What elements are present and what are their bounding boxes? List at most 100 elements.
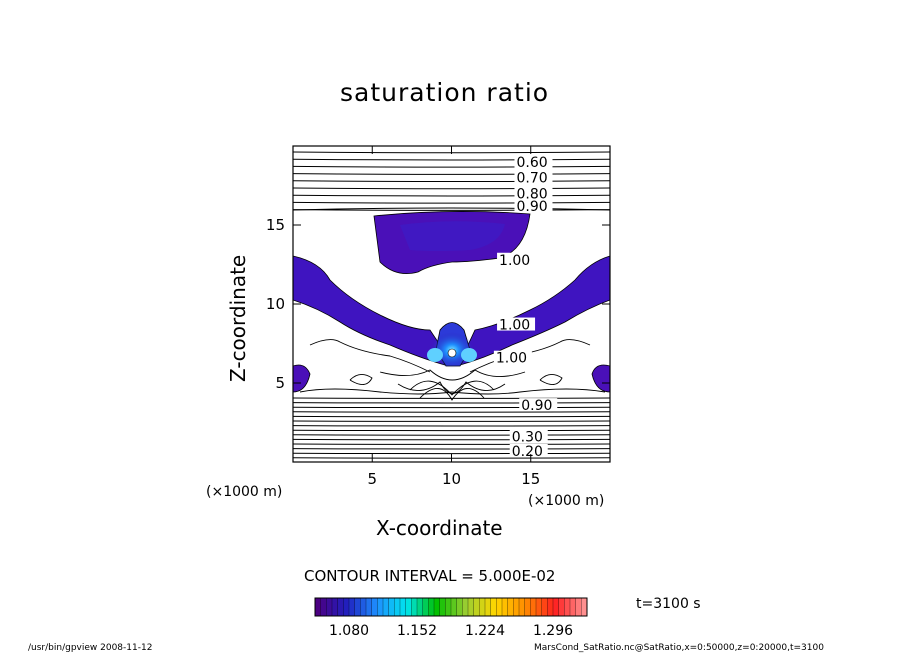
x-unit-label: (×1000 m) [528,493,605,509]
right-corner-region [591,364,610,393]
right-maximum [461,348,477,362]
colorbar-cell [348,597,356,617]
colorbar-cell [337,597,344,617]
colorbar-cell [456,597,463,617]
colorbar-cell [501,597,509,617]
colorbar-cell [405,597,412,617]
one-contours [299,339,606,401]
footer-right: MarsCond_SatRatio.nc@SatRatio,x=0:50000,… [534,643,824,653]
contour-label: 0.70 [516,171,547,187]
colorbar-cell [467,597,475,617]
contour-label: 1.00 [499,253,530,269]
y-tick-label: 15 [266,216,285,234]
colorbar-cell [552,597,560,617]
x-tick-label: 15 [521,470,540,488]
colorbar-cell [496,597,503,617]
colorbar-cell [490,597,497,617]
left-maximum [427,348,443,362]
colorbar-cell [564,597,571,617]
colorbar-cell [371,597,378,617]
contour-label: 0.30 [512,430,543,446]
colorbar-cell [422,597,429,617]
colorbar-cell [388,597,395,617]
colorbar-cell [473,597,480,617]
contour-label-bg [497,317,536,331]
contour-label-bg [497,252,536,266]
contour-line-upper [293,207,610,211]
contour-line-upper [293,180,610,183]
colorbar-cell [314,597,322,617]
contour-label-bg [509,443,548,457]
upper-contours [293,151,610,211]
chart-title: saturation ratio [340,78,550,107]
colorbar-cell [416,597,424,617]
colorbar-tick-label: 1.224 [465,623,505,639]
colorbar-cell [445,597,452,617]
colorbar-cell [518,597,526,617]
colorbar-cell [507,597,514,617]
contour-line-upper [293,194,610,197]
contour-line-upper [293,187,610,190]
colorbar-cell [394,597,401,617]
colorbar-cell [581,597,588,617]
colorbar-cell [320,597,327,617]
colorbar-cell [360,597,367,617]
center-minimum [447,348,457,358]
colorbar-cell [331,597,339,617]
y-tick-label: 10 [266,295,285,313]
contour-label: 1.00 [496,351,527,367]
x-axis-label: X-coordinate [376,516,503,540]
colorbar-cell [343,597,350,617]
colorbar-cell [569,597,577,617]
contour-label-bg [519,398,558,412]
contour-line-upper [293,201,610,204]
contour-label: 0.20 [512,444,543,460]
contour-line-upper [293,173,610,175]
colorbar-cell [433,597,441,617]
colorbar-tick-label: 1.152 [397,623,437,639]
colorbar-cell [450,597,458,617]
colorbar-frame [314,597,588,617]
colorbar-cell [547,597,554,617]
contour-label: 0.90 [516,199,547,215]
contour-label: 0.90 [521,398,552,414]
colorbar-cell [524,597,531,617]
colorbar-cell [462,597,469,617]
contour-label: 0.60 [516,155,547,171]
footer-left: /usr/bin/gpview 2008-11-12 [28,643,153,653]
colorbar-cell [411,597,418,617]
lower-contours [293,397,610,459]
contour-label-bg [514,186,553,200]
colorbar-cell [530,597,537,617]
contour-line-upper [293,151,610,154]
colorbar-cell [326,597,333,617]
colorbar-cell [354,597,361,617]
colorbar-cell [382,597,390,617]
contour-interval-label: CONTOUR INTERVAL = 5.000E-02 [304,567,556,585]
time-label: t=3100 s [636,596,701,612]
contour-label-bg [509,429,548,443]
x-tick-label: 5 [367,470,377,488]
upper-supersat-core [400,221,505,251]
contour-label-bg [493,350,532,364]
colorbar-cell [428,597,435,617]
colorbar-cell [365,597,373,617]
contour-label-bg [514,199,553,213]
colorbar-cell [439,597,446,617]
colorbar-cell [575,597,582,617]
colorbar-tick-label: 1.296 [533,623,573,639]
colorbar-cell [377,597,384,617]
contour-line-upper [293,165,610,168]
y-tick-label: 5 [275,374,285,392]
colorbar-cell [541,597,548,617]
colorbar-cell [558,597,565,617]
contour-label: 1.00 [499,318,530,334]
colorbar-cell [513,597,520,617]
left-corner-region [293,364,311,393]
contour-line-upper [293,158,610,161]
x-tick-label: 10 [442,470,461,488]
contour-line-upper [293,209,610,211]
contour-label-bg [514,170,553,184]
